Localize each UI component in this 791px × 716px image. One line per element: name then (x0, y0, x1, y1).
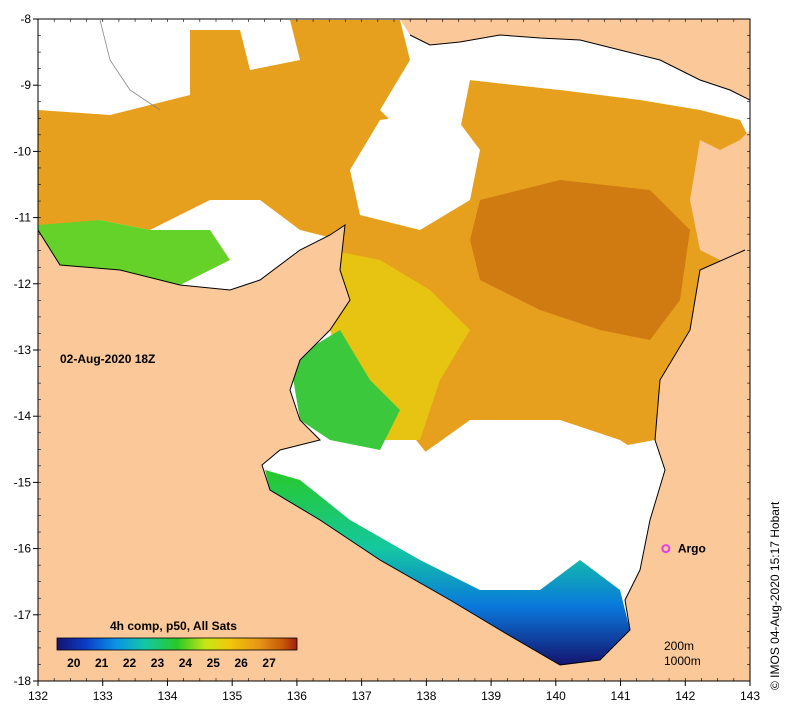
land-new-guinea (400, 19, 750, 100)
x-tick-label: 139 (481, 689, 501, 703)
colorbar-tick-label: 24 (179, 656, 193, 670)
colorbar-tick-label: 20 (67, 656, 81, 670)
x-tick-label: 134 (157, 689, 177, 703)
y-tick-label: -9 (20, 78, 31, 92)
y-tick-label: -14 (14, 409, 32, 423)
x-tick-label: 133 (93, 689, 113, 703)
argo-icon[interactable] (661, 544, 671, 554)
y-tick-label: -10 (14, 144, 32, 158)
land-top-end (38, 200, 750, 681)
sst-green-nw (38, 220, 230, 285)
sst-green-west (290, 330, 400, 450)
no-data-blob (40, 20, 185, 110)
sst-cool-south (265, 470, 630, 665)
credit-text: © IMOS 04-Aug-2020 15:17 Hobart (768, 501, 782, 690)
no-data-blob (350, 110, 480, 230)
y-tick-label: -17 (14, 608, 32, 622)
no-data-blob (400, 420, 665, 520)
colorbar-tick-label: 21 (95, 656, 109, 670)
y-tick-label: -13 (14, 343, 32, 357)
y-axis: -8 -9 -10 -11 -12 -13 -14 -15 -16 -17 -18 (14, 12, 750, 688)
colorbar-tick-label: 25 (207, 656, 221, 670)
x-tick-label: 141 (611, 689, 631, 703)
x-tick-label: 138 (416, 689, 436, 703)
x-tick-label: 132 (28, 689, 48, 703)
colorbar-title: 4h comp, p50, All Sats (110, 619, 237, 633)
x-tick-label: 135 (222, 689, 242, 703)
isobath-legend: 200m 1000m (664, 639, 701, 668)
y-tick-label: -11 (15, 211, 32, 225)
y-tick-label: -12 (14, 277, 32, 291)
x-tick-label: 140 (546, 689, 566, 703)
land-cape-york (690, 130, 750, 270)
isobath-200m (99, 19, 161, 111)
sst-orange-field (38, 20, 750, 470)
colorbar: 4h comp, p50, All Sats 20 21 22 23 24 25 26 27 (56, 619, 298, 670)
x-tick-label: 143 (740, 689, 760, 703)
coastline-north (409, 34, 750, 101)
x-tick-label: 137 (352, 689, 372, 703)
colorbar-tick-label: 27 (262, 656, 276, 670)
map-plot-area: Argo 02-Aug-2020 18Z 4h comp, p50, All S… (38, 19, 750, 681)
colorbar-tick-label: 26 (235, 656, 249, 670)
y-tick-label: -18 (14, 674, 32, 688)
y-tick-label: -16 (14, 542, 32, 556)
x-tick-label: 142 (675, 689, 695, 703)
x-tick-label: 136 (287, 689, 307, 703)
x-axis: 132 133 134 135 136 137 138 139 140 141 142 143 (28, 19, 760, 703)
coastline (38, 223, 746, 666)
no-data-blob (545, 520, 640, 580)
argo-label: Argo (678, 542, 706, 556)
date-label: 02-Aug-2020 18Z (60, 352, 155, 366)
argo-marker[interactable]: Argo (661, 542, 706, 556)
colorbar-gradient (56, 637, 298, 651)
colorbar-ticks: 20 21 22 23 24 25 26 27 (67, 656, 276, 670)
y-tick-label: -8 (20, 12, 31, 26)
isobath-label-200m: 200m (664, 639, 694, 653)
sst-dark-core (470, 180, 690, 340)
colorbar-tick-label: 22 (123, 656, 137, 670)
y-tick-label: -15 (14, 475, 32, 489)
isobath-label-1000m: 1000m (664, 654, 701, 668)
colorbar-tick-label: 23 (151, 656, 165, 670)
